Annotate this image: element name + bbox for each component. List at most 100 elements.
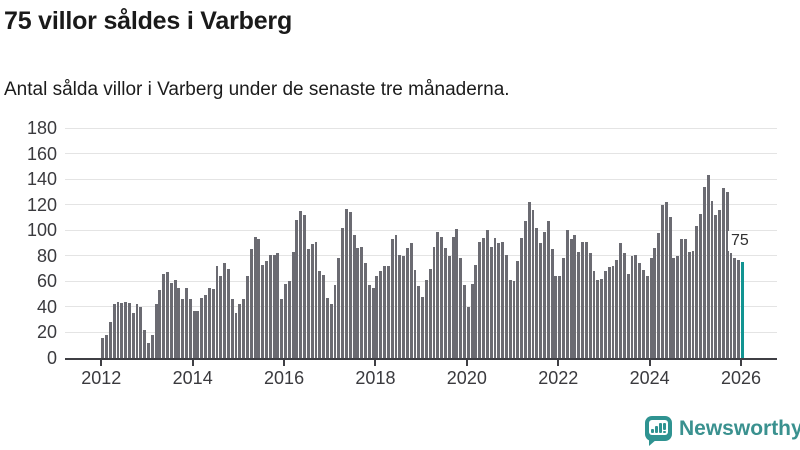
bar (657, 232, 661, 358)
bar (516, 260, 520, 358)
bar (337, 258, 341, 358)
bar (127, 303, 131, 358)
x-axis-tick (374, 360, 377, 366)
bar (699, 213, 702, 358)
bar (215, 266, 219, 358)
x-axis-tick-label: 2014 (172, 368, 213, 388)
x-axis-tick (100, 360, 103, 366)
bar (447, 255, 451, 358)
bar (181, 299, 185, 358)
bar (242, 299, 246, 358)
gridline (65, 306, 777, 308)
bar (280, 299, 284, 358)
bar (470, 283, 474, 358)
bar (291, 251, 295, 358)
bar (649, 258, 653, 358)
logo-text: Newsworthy (679, 417, 800, 440)
bar (527, 202, 531, 358)
bar (207, 287, 211, 358)
bar (577, 251, 581, 358)
y-axis-tick-label: 0 (46, 348, 57, 368)
bar (322, 274, 326, 358)
bar (405, 248, 409, 358)
x-axis-tick-label: 2020 (446, 368, 487, 388)
bar (299, 211, 303, 358)
bar (268, 254, 272, 358)
highlighted-bar (741, 262, 744, 358)
bar (166, 272, 169, 358)
page-title: 75 villor såldes i Varberg (4, 7, 293, 35)
bar (565, 230, 569, 358)
bar (112, 304, 116, 358)
bar (253, 236, 257, 358)
bar (409, 243, 413, 358)
bar (211, 289, 215, 358)
bar (592, 271, 596, 358)
bar (154, 304, 158, 358)
bar (364, 263, 367, 358)
bar (234, 313, 238, 358)
bar (607, 267, 611, 358)
bar (581, 241, 584, 358)
x-axis-tick (648, 360, 651, 366)
bar (562, 258, 565, 358)
gridline (65, 153, 777, 155)
bar (584, 241, 588, 358)
bar (702, 186, 706, 358)
bar (501, 241, 504, 358)
x-axis-tick-label: 2012 (81, 368, 122, 388)
bar (379, 271, 383, 358)
bar (219, 276, 223, 358)
bar (173, 280, 177, 358)
bar (398, 254, 402, 358)
bar (386, 266, 390, 358)
bar (718, 209, 722, 358)
y-axis-tick-label: 100 (26, 220, 57, 241)
bar (520, 237, 524, 358)
bar (573, 235, 577, 358)
bar (474, 264, 478, 358)
bar (531, 209, 535, 358)
bar (546, 221, 550, 358)
bar (341, 227, 345, 358)
bar (615, 259, 619, 358)
y-axis-tick-label: 180 (26, 118, 57, 138)
y-axis-tick-label: 120 (26, 194, 57, 215)
bar (360, 246, 364, 358)
bar (626, 273, 630, 358)
bar (261, 264, 265, 358)
bar (108, 322, 112, 358)
bar (272, 254, 276, 358)
bar (284, 283, 287, 358)
bar (512, 281, 516, 358)
bar (249, 249, 253, 358)
gridline (65, 280, 777, 282)
bar (185, 287, 188, 358)
gridline (65, 229, 777, 231)
bar (661, 204, 664, 358)
bar (158, 290, 162, 358)
bar (124, 301, 128, 358)
bar (478, 241, 482, 358)
bar (622, 253, 626, 358)
bar (710, 200, 714, 358)
bar (276, 253, 280, 358)
bar (150, 335, 154, 358)
x-axis-line (65, 358, 777, 360)
bar (402, 255, 405, 358)
bar (428, 268, 432, 358)
chart-subtitle: Antal sålda villor i Varberg under de se… (4, 79, 510, 100)
bar (455, 228, 459, 358)
x-axis-tick-label: 2016 (264, 368, 305, 388)
bar (588, 253, 592, 358)
bar (394, 235, 398, 358)
bar (508, 280, 512, 358)
x-axis-tick (557, 360, 560, 366)
bar (238, 304, 242, 358)
bar (390, 239, 394, 358)
x-axis-tick (740, 360, 742, 366)
bar (466, 306, 470, 358)
bar (737, 259, 741, 358)
bar (367, 285, 371, 358)
